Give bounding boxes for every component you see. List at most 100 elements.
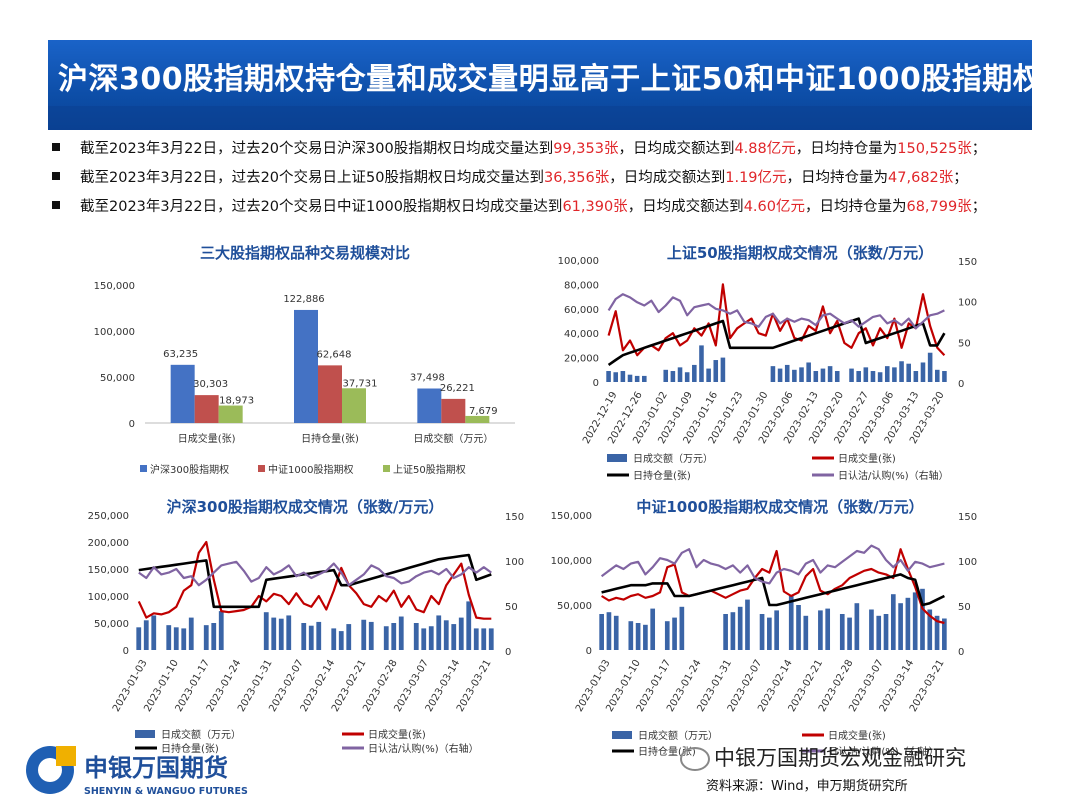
legend-label: 日认沽/认购(%)（右轴） xyxy=(838,469,949,482)
bar xyxy=(792,369,797,382)
bullet-value: 68,799张 xyxy=(906,199,972,215)
bar xyxy=(699,345,704,382)
wechat-watermark: 中银万国期货宏观金融研究 xyxy=(680,742,966,772)
bar xyxy=(650,608,656,650)
bar xyxy=(898,603,903,650)
bullet-value: 47,682张 xyxy=(888,170,954,186)
x-tick-label: 2023-01-03 xyxy=(574,658,613,714)
chart-comparison: 三大股指期权品种交易规模对比 0 50,000 100,000 150,000 63,23… xyxy=(94,244,515,476)
bar xyxy=(847,617,852,650)
bar xyxy=(613,615,619,650)
bar xyxy=(634,375,640,382)
bar xyxy=(318,365,342,423)
bar xyxy=(443,620,449,650)
y-tick-label: 100,000 xyxy=(551,556,592,567)
data-label: 7,679 xyxy=(469,406,498,417)
bullet-value: 1.19亿元 xyxy=(725,170,787,186)
bar xyxy=(906,363,911,382)
legend-swatch xyxy=(135,730,155,738)
bar xyxy=(737,606,743,650)
y-tick-label: 0 xyxy=(129,419,135,430)
y2-tick-label: 0 xyxy=(958,379,964,390)
data-label: 18,973 xyxy=(219,396,254,407)
bullet-text: ； xyxy=(971,141,987,157)
x-tick-label: 2023-01-17 xyxy=(635,658,674,714)
bar xyxy=(670,371,676,382)
legend-swatch xyxy=(258,465,265,472)
bar xyxy=(635,623,641,650)
bar xyxy=(294,309,318,423)
x-tick-label: 2022-12-26 xyxy=(606,390,645,446)
bar xyxy=(620,371,626,382)
bar xyxy=(417,388,442,423)
bar xyxy=(211,623,217,650)
legend-swatch xyxy=(383,465,390,472)
bullet-text: ，日均成交额达到 xyxy=(609,170,726,186)
y2-tick-label: 150 xyxy=(958,512,977,523)
bar xyxy=(173,627,179,650)
bullet-list: 截至2023年3月22日，过去20个交易日沪深300股指期权日均成交量达到99,… xyxy=(52,137,1042,224)
bar xyxy=(194,395,219,423)
bar xyxy=(849,368,854,382)
logo-cn-text: 申银万国期货 xyxy=(84,754,228,782)
x-tick-label: 2023-02-21 xyxy=(787,658,826,714)
x-tick-label: 2023-02-07 xyxy=(267,658,306,714)
y2-tick-label: 100 xyxy=(958,557,977,568)
data-label: 37,498 xyxy=(410,373,445,384)
bar xyxy=(263,612,269,650)
x-tick-label: 2023-02-13 xyxy=(782,390,821,446)
legend-label: 日成交额（万元） xyxy=(638,729,718,742)
bar xyxy=(391,623,397,650)
x-tick-label: 2023-01-03 xyxy=(111,658,150,714)
bar xyxy=(730,612,736,650)
bar xyxy=(398,616,404,650)
bar xyxy=(934,369,940,382)
bar xyxy=(679,606,685,650)
y-tick-label: 50,000 xyxy=(557,601,592,612)
bar xyxy=(441,398,466,423)
legend-label: 日认沽/认购(%)（右轴） xyxy=(368,742,479,755)
bar xyxy=(664,621,670,650)
bar xyxy=(136,627,142,650)
bar xyxy=(368,621,374,650)
y-tick-label: 100,000 xyxy=(94,327,135,338)
y2-tick-label: 0 xyxy=(958,647,964,658)
x-tick-label: 2023-03-21 xyxy=(455,658,494,714)
x-tick-label: 2023-03-13 xyxy=(883,390,922,446)
bar xyxy=(876,615,882,650)
chart-title: 沪深300股指期权成交情况（张数/万元） xyxy=(167,498,444,516)
y-tick-label: 150,000 xyxy=(88,565,129,576)
bar xyxy=(627,374,633,382)
bar xyxy=(331,628,337,650)
bar xyxy=(338,631,344,650)
bar xyxy=(286,615,292,650)
chart-title: 中证1000股指期权成交情况（张数/万元） xyxy=(636,498,923,516)
x-tick-label: 日成交量(张) xyxy=(178,432,236,445)
bar xyxy=(745,599,750,650)
data-label: 62,648 xyxy=(317,349,352,360)
bar xyxy=(856,371,861,382)
series-line xyxy=(601,573,945,607)
x-tick-label: 2023-03-20 xyxy=(908,390,947,446)
legend-label: 日成交量(张) xyxy=(838,452,896,465)
bar xyxy=(863,367,869,382)
bar xyxy=(188,617,194,650)
chart-title: 三大股指期权品种交易规模对比 xyxy=(200,244,410,262)
bar xyxy=(934,615,940,650)
bar xyxy=(181,628,187,650)
x-tick-label: 2023-01-10 xyxy=(604,658,643,714)
series-line xyxy=(607,283,946,357)
bar xyxy=(784,364,790,382)
data-label: 122,886 xyxy=(283,294,324,305)
x-tick-label: 2023-01-09 xyxy=(656,390,695,446)
y2-tick-label: 50 xyxy=(505,602,518,613)
bullet-value: 61,390张 xyxy=(562,199,628,215)
bar xyxy=(218,611,224,650)
title-banner-shadow xyxy=(48,106,1032,130)
bar xyxy=(428,626,434,650)
bar xyxy=(473,628,479,650)
bar xyxy=(774,610,779,650)
bar xyxy=(642,375,647,382)
bullet-item: 截至2023年3月22日，过去20个交易日沪深300股指期权日均成交量达到99,… xyxy=(52,137,1042,166)
x-tick-label: 2023-02-06 xyxy=(757,390,796,446)
